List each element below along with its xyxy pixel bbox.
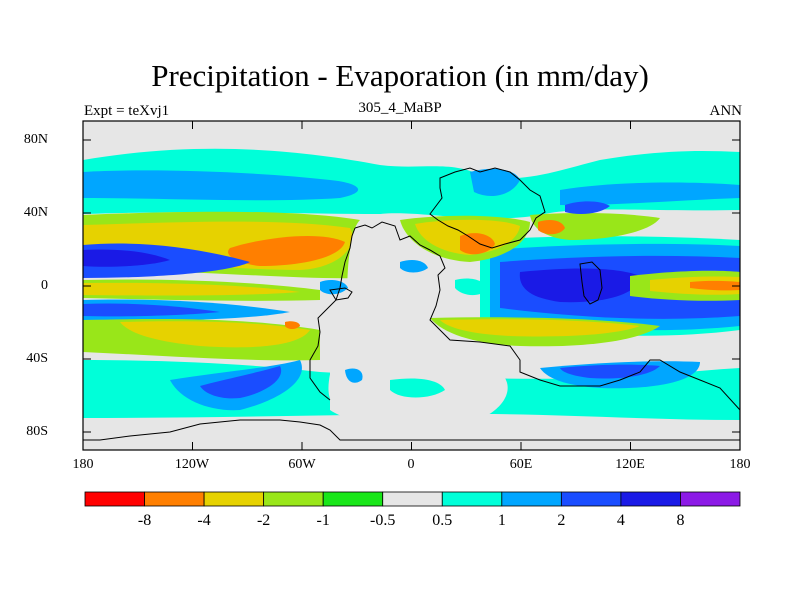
x-tick-label: 180 xyxy=(72,457,94,472)
coastlines xyxy=(83,167,741,441)
eq-spot-3 xyxy=(455,278,488,296)
eq-spot-2 xyxy=(400,260,428,273)
y-ticks xyxy=(83,139,740,433)
x-tick-label: 120W xyxy=(174,457,210,472)
nh-dry-far-e-hot xyxy=(538,220,565,235)
nh-dry-core xyxy=(228,235,345,266)
colorbar-swatch xyxy=(203,491,265,507)
so-track-w-core xyxy=(200,366,282,399)
colorbar-label: 4 xyxy=(616,512,625,529)
colorbar-label: 8 xyxy=(676,512,685,529)
x-tick-label: 180 xyxy=(729,457,751,472)
colorbar-label: -4 xyxy=(197,512,211,529)
colorbar-label: 1 xyxy=(497,512,506,529)
nh-storm-track-e xyxy=(560,182,740,206)
coast-east-isl xyxy=(579,261,603,305)
so-track-e-core xyxy=(560,364,660,379)
time-label: 305_4_MaBP xyxy=(358,100,442,116)
coast-north xyxy=(429,167,546,249)
colorbar-swatch xyxy=(144,491,205,507)
trop-e-core xyxy=(519,268,640,303)
colorbar-swatch xyxy=(441,491,503,507)
sh-spot-1 xyxy=(345,368,363,383)
x-tick-label: 0 xyxy=(407,457,415,472)
season-label: ANN xyxy=(709,103,743,119)
colorbar-swatch xyxy=(84,491,145,507)
colorbar-label: -8 xyxy=(137,512,152,529)
sh-trop-w-core xyxy=(83,303,220,317)
colorbar xyxy=(84,491,741,507)
nh-dry-far-e xyxy=(530,213,660,240)
sh-dry-e-core xyxy=(440,319,640,337)
colorbar-swatch xyxy=(263,491,324,507)
colorbar-label: 2 xyxy=(557,512,566,529)
contour-fields xyxy=(83,148,740,429)
colorbar-label: -2 xyxy=(256,512,271,529)
sh-dry-spot xyxy=(285,321,300,329)
map-title: Precipitation - Evaporation (in mm/day) xyxy=(151,58,649,93)
sh-dry-w-core xyxy=(120,321,310,348)
colorbar-label: -0.5 xyxy=(370,512,396,529)
colorbar-swatch xyxy=(382,491,443,507)
colorbar-swatch xyxy=(560,491,622,507)
x-tick-label: 60E xyxy=(509,457,533,472)
y-tick-label: 40N xyxy=(23,205,48,220)
y-tick-label: 80N xyxy=(23,132,48,147)
x-tick-label: 120E xyxy=(615,457,645,472)
colorbar-swatch xyxy=(620,491,681,507)
sh-spot-2 xyxy=(390,378,445,398)
eq-dry-w-core xyxy=(83,282,300,296)
trop-e-dry-center xyxy=(690,280,740,291)
x-tick-label: 60W xyxy=(288,457,316,472)
colorbar-label: -1 xyxy=(316,512,330,529)
coast-west-isl xyxy=(329,287,353,301)
colorbar-swatch xyxy=(322,491,384,507)
experiment-label: Expt = teXvj1 xyxy=(84,103,170,119)
colorbar-swatch xyxy=(680,491,741,507)
x-ticks xyxy=(82,121,631,450)
colorbar-swatch xyxy=(501,491,562,507)
colorbar-label: 0.5 xyxy=(432,512,453,529)
nh-dry-e-hot xyxy=(460,233,495,255)
y-tick-label: 80S xyxy=(26,424,48,439)
trop-pacific-w-core xyxy=(83,249,170,267)
nh-boreal-spot xyxy=(470,168,520,196)
y-tick-label: 0 xyxy=(41,278,48,293)
y-tick-label: 40S xyxy=(26,351,48,366)
coast-pangea xyxy=(83,221,741,441)
nh-boreal-spot2 xyxy=(565,201,610,214)
nh-storm-track xyxy=(83,170,359,201)
